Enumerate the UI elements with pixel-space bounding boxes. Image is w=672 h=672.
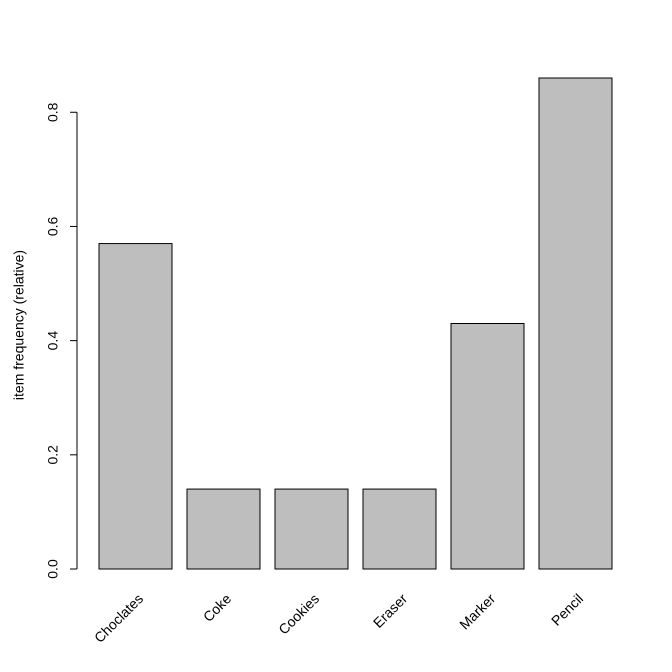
x-tick-label: Eraser — [370, 590, 411, 631]
x-tick-label: Pencil — [548, 590, 586, 628]
y-tick-label: 0.8 — [45, 102, 61, 122]
x-tick-label: Coke — [200, 590, 235, 625]
y-tick-label: 0.6 — [45, 217, 61, 237]
y-axis-label: item frequency (relative) — [11, 250, 27, 400]
x-tick-label: Choclates — [91, 590, 146, 645]
bar — [274, 488, 349, 570]
y-tick-label: 0.2 — [45, 445, 61, 465]
y-tick-label: 0.0 — [45, 559, 61, 579]
bar — [450, 323, 525, 570]
bar — [362, 488, 437, 570]
y-tick-label: 0.4 — [45, 331, 61, 351]
bar — [538, 77, 613, 570]
x-tick-label: Cookies — [275, 590, 322, 637]
bar — [186, 488, 261, 570]
bar — [98, 243, 173, 570]
x-tick-label: Marker — [456, 590, 498, 632]
